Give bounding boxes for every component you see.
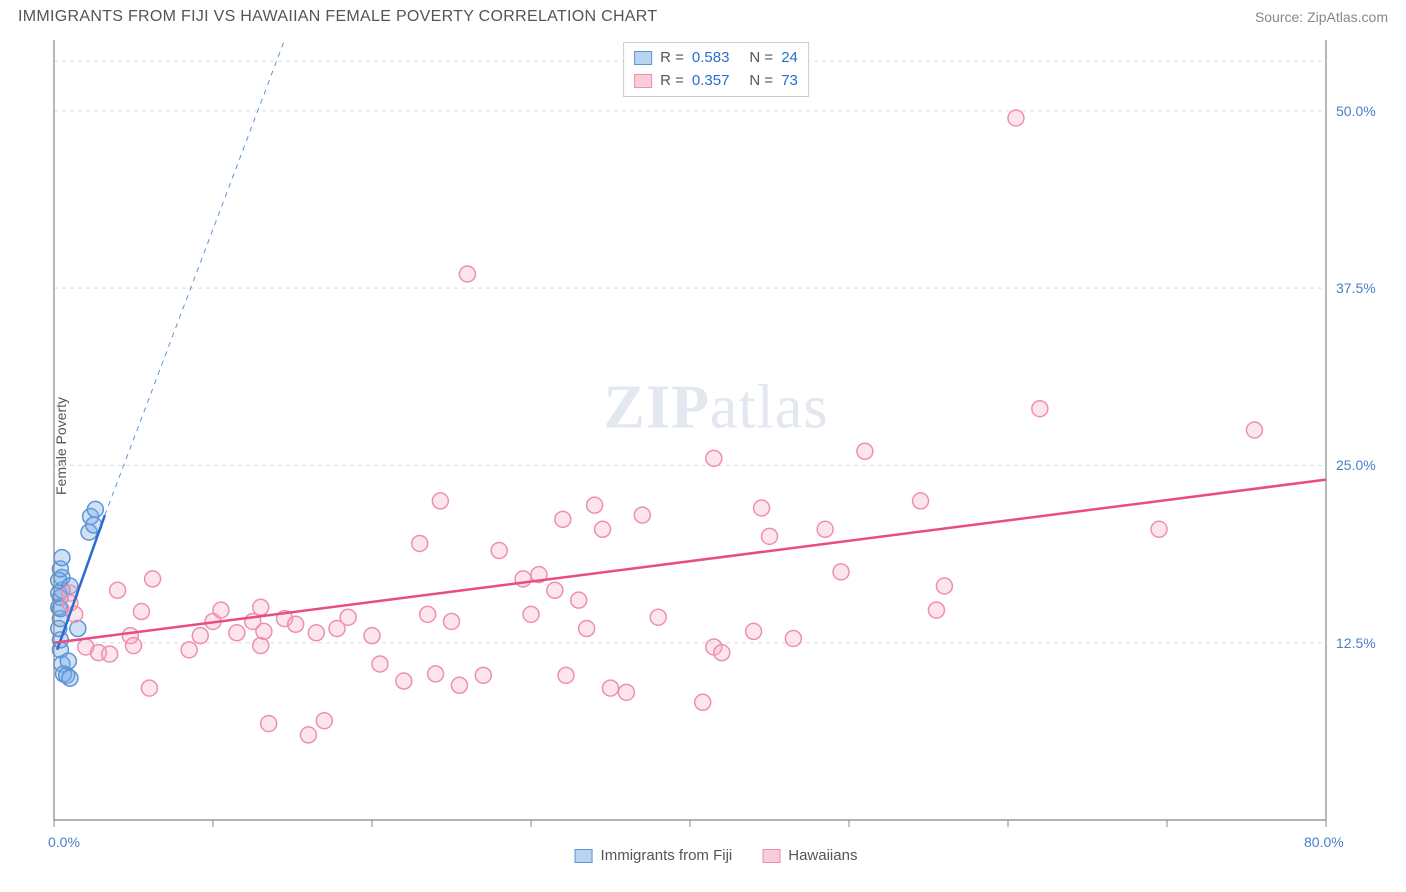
legend-swatch — [575, 849, 593, 863]
legend-correlation-row: R =0.357N =73 — [634, 70, 798, 93]
source-credit: Source: ZipAtlas.com — [1255, 9, 1388, 25]
series-legend: Immigrants from Fiji Hawaiians — [575, 847, 858, 864]
legend-swatch — [634, 51, 652, 65]
chart-area: ZIPatlas R =0.583N =24R =0.357N =73 12.5… — [46, 40, 1386, 840]
legend-series-label: Hawaiians — [788, 847, 857, 864]
legend-series-item: Immigrants from Fiji — [575, 847, 733, 864]
legend-series-item: Hawaiians — [762, 847, 857, 864]
legend-swatch — [762, 849, 780, 863]
x-axis-max-label: 80.0% — [1304, 834, 1344, 850]
y-tick-label: 50.0% — [1336, 103, 1376, 119]
x-axis-min-label: 0.0% — [48, 834, 80, 850]
y-tick-label: 25.0% — [1336, 457, 1376, 473]
legend-correlation-row: R =0.583N =24 — [634, 47, 798, 70]
y-tick-label: 12.5% — [1336, 635, 1376, 651]
legend-swatch — [634, 74, 652, 88]
scatter-chart — [46, 40, 1386, 840]
correlation-legend: R =0.583N =24R =0.357N =73 — [623, 42, 809, 97]
chart-title: IMMIGRANTS FROM FIJI VS HAWAIIAN FEMALE … — [18, 8, 657, 26]
y-tick-label: 37.5% — [1336, 280, 1376, 296]
legend-series-label: Immigrants from Fiji — [601, 847, 733, 864]
